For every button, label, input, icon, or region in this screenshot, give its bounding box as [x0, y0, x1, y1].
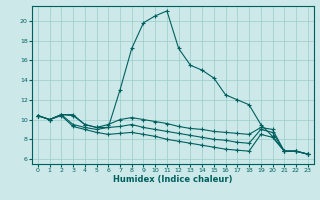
X-axis label: Humidex (Indice chaleur): Humidex (Indice chaleur): [113, 175, 233, 184]
